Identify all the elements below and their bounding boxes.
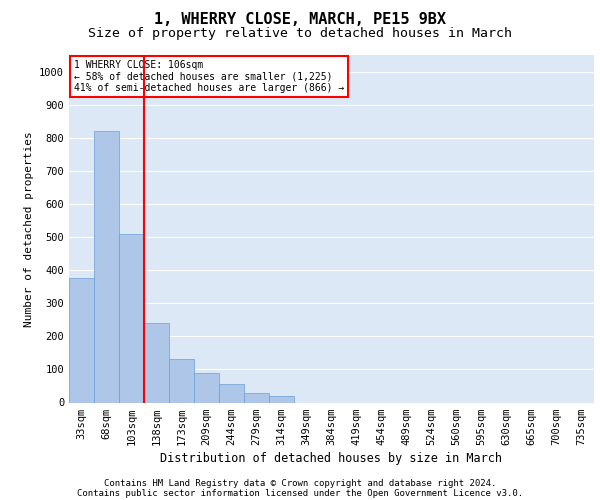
Text: Size of property relative to detached houses in March: Size of property relative to detached ho… [88,28,512,40]
Bar [119,234,144,402]
Text: 1, WHERRY CLOSE, MARCH, PE15 9BX: 1, WHERRY CLOSE, MARCH, PE15 9BX [154,12,446,28]
Bar [244,392,269,402]
Bar [69,278,94,402]
Text: 1 WHERRY CLOSE: 106sqm
← 58% of detached houses are smaller (1,225)
41% of semi-: 1 WHERRY CLOSE: 106sqm ← 58% of detached… [74,60,344,94]
Bar [94,131,119,402]
Text: Contains public sector information licensed under the Open Government Licence v3: Contains public sector information licen… [77,488,523,498]
Text: Contains HM Land Registry data © Crown copyright and database right 2024.: Contains HM Land Registry data © Crown c… [104,478,496,488]
Y-axis label: Number of detached properties: Number of detached properties [23,131,34,326]
Bar [219,384,244,402]
X-axis label: Distribution of detached houses by size in March: Distribution of detached houses by size … [161,452,503,465]
Bar [269,396,294,402]
Bar [169,360,194,403]
Bar [144,323,169,402]
Bar [194,372,219,402]
